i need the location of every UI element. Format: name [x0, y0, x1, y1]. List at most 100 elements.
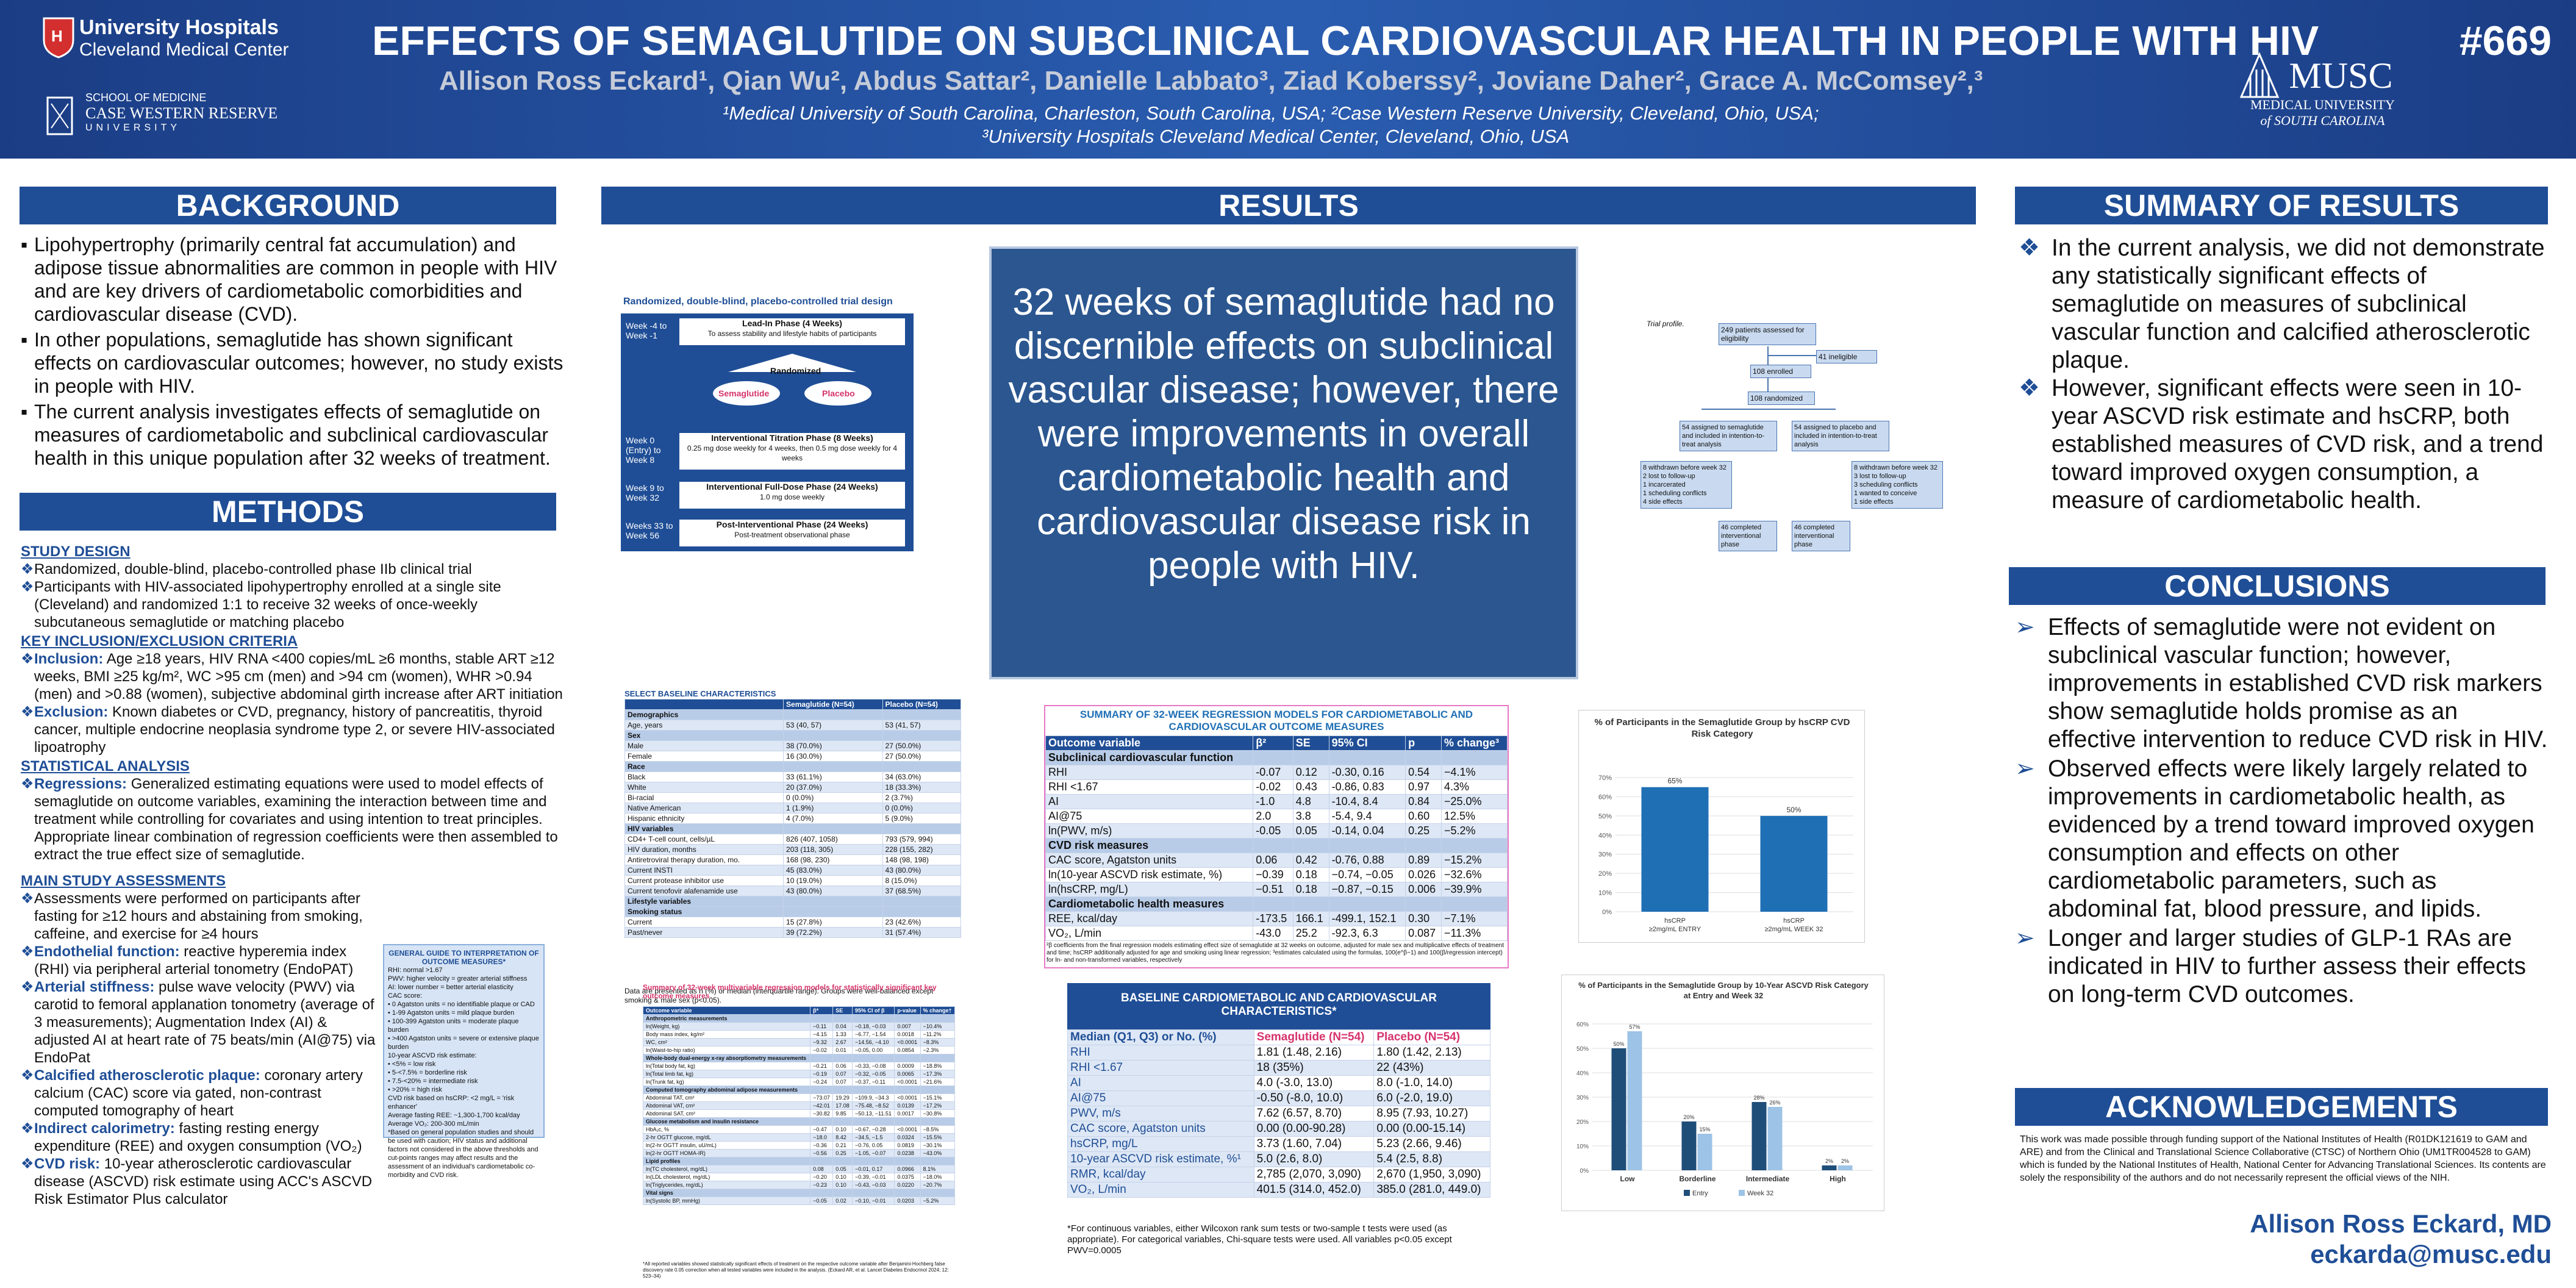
guide-line: • 100-399 Agatston units = moderate plaq… — [388, 1018, 519, 1034]
baseline-title: SELECT BASELINE CHARACTERISTICS — [624, 689, 776, 698]
x-tick-label: ≥2mg/mL WEEK 32 — [1764, 926, 1823, 933]
table-cell — [832, 1014, 853, 1023]
table-cell: ln(10-year ASCVD risk estimate, %) — [1045, 867, 1254, 882]
table-cell: Past/never — [624, 927, 784, 938]
y-tick-label: 70% — [1598, 775, 1612, 782]
table-cell — [810, 1086, 834, 1094]
background-bullet: In other populations, semaglutide has sh… — [21, 328, 564, 398]
guide-line: • 0 Agatston units = no identifiable pla… — [388, 1001, 535, 1008]
table-cell: -92.3, 6.3 — [1328, 926, 1406, 941]
table-cell: 33 (61.1%) — [783, 771, 883, 782]
table-cell: -0.76, 0.88 — [1328, 853, 1406, 868]
table-cell — [920, 1014, 955, 1023]
table-cell: WC, cm² — [642, 1038, 811, 1046]
table-cell: 0.10 — [832, 1125, 853, 1134]
acknowledgements-heading: ACKNOWLEDGEMENTS — [2015, 1088, 2548, 1126]
table-cell: 0.0375 — [894, 1173, 921, 1181]
table-cell: 0.0819 — [894, 1141, 921, 1150]
table-cell: 0.07 — [832, 1078, 853, 1086]
legend-swatch — [1739, 1190, 1745, 1196]
data-label: 50% — [1786, 806, 1801, 814]
table-cell: −42.01 — [810, 1101, 834, 1110]
table-cell: 16 (30.0%) — [783, 751, 883, 762]
table-cell — [1328, 896, 1406, 912]
table-cell: 2,785 (2,070, 3,090) — [1253, 1167, 1375, 1182]
table-cell: −14.56, −4.10 — [851, 1038, 895, 1046]
table-cell: −21.6% — [920, 1078, 955, 1086]
table-header-cell: SE — [1292, 735, 1329, 751]
table-header-cell: Semaglutide (N=54) — [1253, 1029, 1375, 1045]
table-cell: 53 (40, 57) — [783, 720, 883, 731]
table-cell: −11.2% — [920, 1030, 955, 1039]
summary-bullet: In the current analysis, we did not demo… — [2019, 234, 2555, 374]
table-cell: −0.20 — [810, 1173, 834, 1181]
table-cell: Anthropometric measurements — [642, 1014, 811, 1023]
table-cell: 0.026 — [1405, 867, 1442, 882]
table-cell: 22 (43%) — [1373, 1060, 1490, 1076]
x-tick-label: Borderline — [1679, 1175, 1716, 1183]
table-row: ln(Systolic BP, mmHg) −0.05 0.02 −0.10, −0.… — [642, 1197, 955, 1205]
guide-title: GENERAL GUIDE TO INTERPRETATION OF OUTCO… — [388, 949, 539, 966]
table-row: ln(Weight, kg) −0.11 0.04 −0.18, −0.03 0.007… — [642, 1022, 955, 1031]
table-cell: Sex — [624, 730, 784, 741]
cwru-logo-line2: CASE WESTERN RESERVE — [85, 104, 278, 122]
table-cell — [882, 823, 962, 834]
table-cell: 0.0203 — [894, 1197, 921, 1205]
bar — [1611, 1048, 1626, 1170]
table-cell: Demographics — [624, 709, 784, 720]
flow-sema-assigned: 54 assigned to semaglutide and included … — [1680, 421, 1777, 451]
table-cell: 0.0017 — [894, 1109, 921, 1118]
table-cell: −4.15 — [810, 1030, 834, 1039]
data-label: 20% — [1683, 1114, 1694, 1120]
table-row: Subclinical cardiovascular function — [1045, 750, 1508, 765]
table-cell: 4.8 — [1292, 794, 1329, 809]
flow-ineligible: 41 ineligible — [1816, 350, 1877, 363]
table-cell: 2 (3.7%) — [882, 792, 962, 803]
table-cell: -5.4, 9.4 — [1328, 809, 1406, 824]
table-row: CD4+ T-cell count, cells/µL 826 (407, 105… — [624, 834, 962, 845]
table-cell: −0.36 — [810, 1141, 834, 1150]
table-row: Abdominal SAT, cm² −30.82 9.85 −50.13, −11.… — [642, 1109, 955, 1118]
table-cell: 2.0 — [1253, 809, 1293, 824]
background-bullet: The current analysis investigates effect… — [21, 400, 564, 470]
table-cell: 38 (70.0%) — [783, 740, 883, 751]
ascvd-chart-plot: 0% 10% 20% 30% 40% 50% 60% 50% 57% Low 20% 15% Borde… — [1576, 1021, 1873, 1197]
table-cell: VO₂, L/min — [1045, 926, 1254, 941]
table-cell: 3.8 — [1292, 809, 1329, 824]
table-cell: 53 (41, 57) — [882, 720, 962, 731]
bar — [1697, 1134, 1712, 1170]
table-cell: Lifestyle variables — [624, 896, 784, 907]
guide-lines: RHI: normal >1.67 PWV: higher velocity = … — [388, 966, 540, 1179]
x-tick-label: Low — [1620, 1175, 1636, 1183]
table-row: Abdominal TAT, cm² −73.07 19.29 −109.9, −34… — [642, 1093, 955, 1102]
interpretation-guide: GENERAL GUIDE TO INTERPRETATION OF OUTCO… — [383, 944, 545, 1179]
post-sub: Post-treatment observational phase — [734, 531, 850, 539]
table-cell: −0.32, −0.05 — [851, 1070, 895, 1078]
lead-in-title: Lead-In Phase (4 Weeks) — [742, 318, 842, 328]
regression-note: ²β coefficients from the final regressio… — [1046, 942, 1504, 964]
table-cell — [1253, 750, 1293, 765]
table-cell — [851, 1086, 895, 1094]
table-cell: Glucose metabolism and insulin resistanc… — [642, 1117, 811, 1126]
table-cell: Current INSTI — [624, 865, 784, 876]
table-row: VO₂, L/min -43.0 25.2 -92.3, 6.3 0.087 −11.3% — [1045, 926, 1508, 941]
table-cell: ln(2-hr OGTT HOMA-IR) — [642, 1149, 811, 1157]
poster-number: #669 — [2459, 18, 2552, 64]
bar — [1760, 815, 1828, 912]
x-tick-label: High — [1830, 1175, 1846, 1183]
table-cell: 0 (0.0%) — [783, 792, 883, 803]
table-cell: 4.0 (-3.0, 13.0) — [1253, 1075, 1375, 1091]
table-cell: −18.0% — [920, 1173, 955, 1181]
table-header-row: Outcome variable β² SE 95% CI p% change³ — [1045, 735, 1508, 751]
table-cell: −25.0% — [1441, 794, 1508, 809]
guide-line: • >20% = high risk — [388, 1086, 442, 1093]
y-tick-label: 10% — [1598, 890, 1612, 897]
guide-line: • 1-99 Agatston units = mild plaque burd… — [388, 1009, 515, 1017]
table-cell: -10.4, 8.4 — [1328, 794, 1406, 809]
post-title: Post-Interventional Phase (24 Weeks) — [716, 520, 868, 529]
table-cell — [882, 709, 962, 720]
contact-email[interactable]: eckarda@musc.edu — [2310, 1240, 2552, 1268]
table-cell: -0.30, 0.16 — [1328, 765, 1406, 780]
table-row: Glucose metabolism and insulin resistanc… — [642, 1117, 955, 1126]
table-cell: −18.0 — [810, 1133, 834, 1142]
